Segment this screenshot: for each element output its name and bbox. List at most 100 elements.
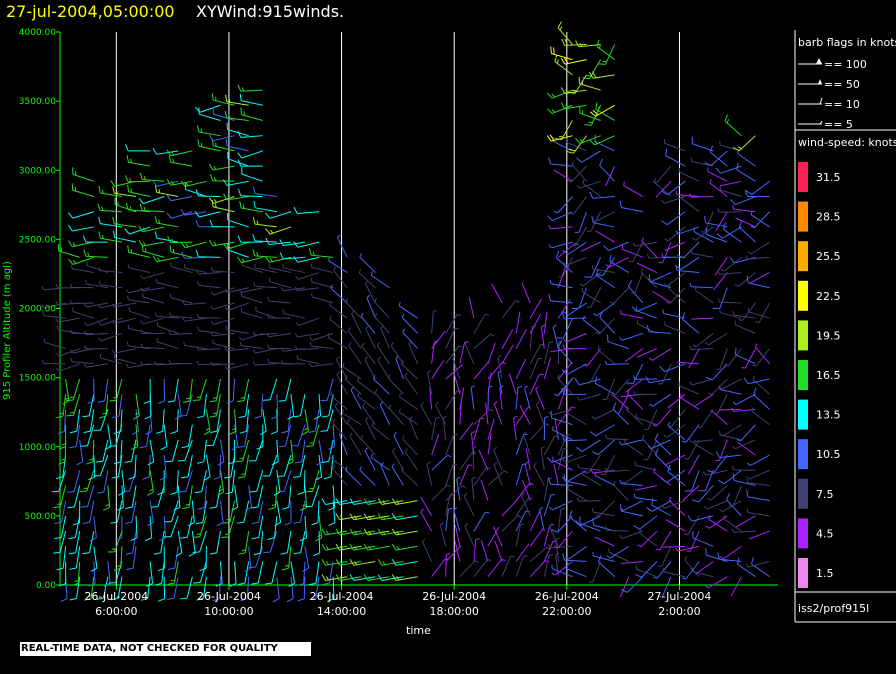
barb-flag xyxy=(252,233,256,241)
barb-shaft xyxy=(721,378,742,390)
barb-shaft xyxy=(554,61,573,76)
barb-shaft xyxy=(311,363,334,367)
barb-flag xyxy=(746,508,749,513)
barb-flag xyxy=(251,506,259,509)
barb-flag xyxy=(138,239,143,247)
barb-shaft xyxy=(564,59,587,65)
barb-flag xyxy=(705,342,709,346)
barb-shaft xyxy=(693,231,714,243)
barb-shaft xyxy=(286,531,292,553)
barb-shaft xyxy=(216,530,221,553)
barb-shaft xyxy=(706,234,728,243)
barb-flag xyxy=(589,431,597,437)
barb-flag xyxy=(572,89,577,92)
barb-flag xyxy=(198,107,200,115)
barb-flag xyxy=(684,556,688,561)
barb-flag xyxy=(750,210,753,215)
barb-flag xyxy=(675,266,678,271)
barb-shaft xyxy=(649,378,672,384)
barb-flag xyxy=(69,349,73,354)
barb-shaft xyxy=(276,409,278,432)
barb-flag xyxy=(242,204,245,209)
barb-shaft xyxy=(493,464,503,486)
barb-flag xyxy=(309,342,312,347)
barb-flag xyxy=(225,491,233,495)
barb-shaft xyxy=(650,272,672,283)
barb-flag xyxy=(471,476,476,480)
wind-barbs xyxy=(41,21,770,603)
barb-shaft xyxy=(543,524,551,547)
barb-shaft xyxy=(156,191,179,198)
barb-flag xyxy=(335,574,341,581)
barb-flag xyxy=(340,576,343,581)
barb-shaft xyxy=(744,348,756,369)
barb-flag xyxy=(180,241,186,248)
barb-shaft xyxy=(297,348,320,351)
barb-shaft xyxy=(685,561,700,580)
barb-shaft xyxy=(336,359,348,380)
barb-flag xyxy=(279,239,284,246)
barb-flag xyxy=(661,190,668,196)
speed-swatch xyxy=(798,399,808,430)
barb-shaft xyxy=(586,348,602,367)
barb-shaft xyxy=(244,454,250,477)
barb-shaft xyxy=(735,217,756,228)
barb-flag xyxy=(165,460,173,463)
barb-shaft xyxy=(162,409,165,432)
barb-flag xyxy=(61,443,66,446)
barb-flag xyxy=(649,403,653,407)
barb-flag xyxy=(336,356,340,361)
barb-flag xyxy=(252,186,256,194)
barb-flag xyxy=(88,476,95,481)
barb-shaft xyxy=(472,448,475,471)
barb-shaft xyxy=(254,332,277,336)
barb-shaft xyxy=(186,576,193,599)
barb-shaft xyxy=(708,576,728,589)
barb-shaft xyxy=(170,150,193,157)
barb-flag xyxy=(377,528,383,536)
barb-flag xyxy=(308,248,312,256)
barb-shaft xyxy=(473,512,486,532)
barb-shaft xyxy=(431,311,434,334)
barb-flag xyxy=(182,317,186,322)
barb-shaft xyxy=(342,366,362,380)
barb-flag xyxy=(313,552,320,557)
barb-shaft xyxy=(85,255,108,258)
barb-flag xyxy=(129,206,132,211)
barb-flag xyxy=(709,145,714,153)
barb-shaft xyxy=(99,454,109,476)
barb-flag xyxy=(396,530,400,535)
barb-flag xyxy=(705,376,713,381)
barb-flag xyxy=(662,567,665,572)
barb-shaft xyxy=(226,329,249,334)
barb-flag xyxy=(130,248,133,254)
barb-flag xyxy=(196,313,199,318)
barb-flag xyxy=(497,354,502,358)
barb-shaft xyxy=(635,417,658,426)
barb-flag xyxy=(56,567,64,571)
barb-shaft xyxy=(362,406,376,425)
barb-shaft xyxy=(735,393,756,406)
barb-flag xyxy=(529,482,534,485)
barb-flag xyxy=(317,534,322,538)
barb-flag xyxy=(546,92,553,99)
barb-flag xyxy=(484,313,490,316)
barb-shaft xyxy=(551,568,573,578)
barb-shaft xyxy=(515,464,523,486)
barb-flag xyxy=(326,561,329,566)
barb-shaft xyxy=(177,531,183,553)
barb-flag xyxy=(547,215,553,221)
barb-shaft xyxy=(402,332,418,349)
barb-shaft xyxy=(128,345,151,350)
barb-flag xyxy=(266,344,270,349)
barb-shaft xyxy=(431,360,445,380)
barb-shaft xyxy=(515,406,530,425)
barb-flag xyxy=(595,514,600,517)
barb-flag xyxy=(738,220,743,228)
barb-flag xyxy=(264,582,273,585)
barb-shaft xyxy=(212,332,235,337)
barb-flag xyxy=(329,453,332,458)
barb-flag xyxy=(68,258,74,265)
barb-flag xyxy=(641,434,645,439)
barb-flag xyxy=(738,318,743,322)
